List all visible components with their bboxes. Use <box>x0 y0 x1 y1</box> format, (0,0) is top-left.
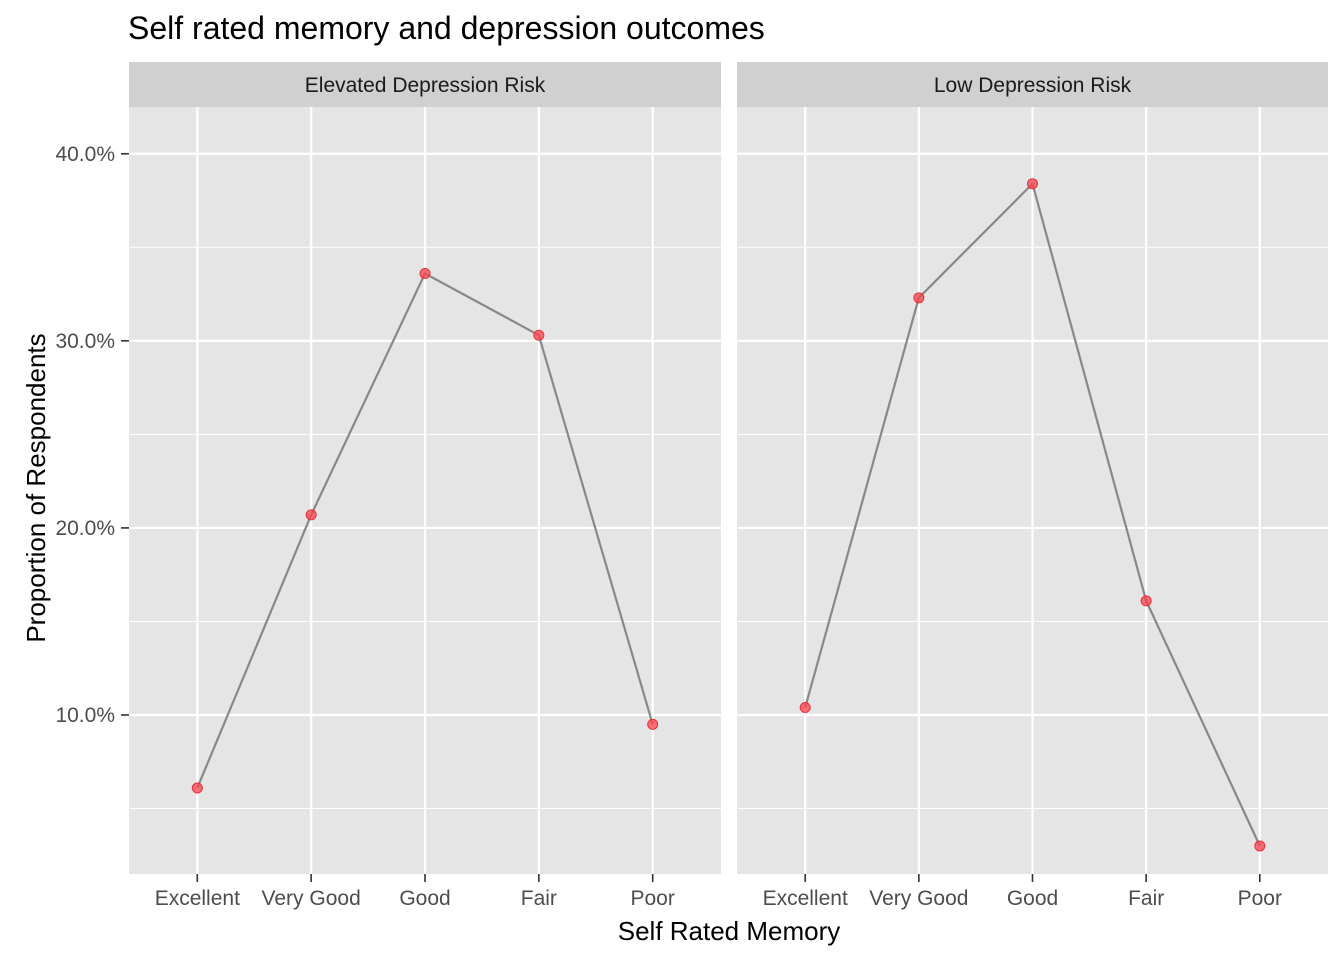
x-axis-title: Self Rated Memory <box>618 916 841 946</box>
facet-strip-label: Elevated Depression Risk <box>305 74 546 97</box>
x-tick-label: Good <box>1007 887 1058 910</box>
y-tick-label: 30.0% <box>55 330 115 353</box>
x-tick-label: Good <box>399 887 450 910</box>
x-tick-label: Poor <box>1238 887 1282 910</box>
data-point <box>1140 595 1152 607</box>
x-tick-label: Excellent <box>763 887 848 910</box>
x-tick-label: Very Good <box>262 887 361 910</box>
y-tick-label: 40.0% <box>55 143 115 166</box>
chart-title: Self rated memory and depression outcome… <box>128 10 765 46</box>
x-tick-label: Excellent <box>155 887 240 910</box>
data-point <box>533 329 545 341</box>
facets: 10.0% 20.0% 30.0% 40.0% Elevated Depression … <box>55 62 1328 910</box>
x-tick-label: Poor <box>631 887 675 910</box>
data-point <box>305 509 317 521</box>
facet-panel: Low Depression Risk Excellent Very Good Goo… <box>737 62 1328 910</box>
facet-strip <box>737 62 1328 107</box>
data-point <box>1027 178 1038 190</box>
y-tick-label: 10.0% <box>55 704 115 727</box>
y-axis-title: Proportion of Respondents <box>21 333 51 642</box>
y-tick-label: 20.0% <box>55 517 115 540</box>
data-point <box>913 292 925 304</box>
facet-panel: Elevated Depression Risk Excellent Very Go… <box>129 62 721 910</box>
data-point <box>799 702 811 714</box>
data-point <box>1254 840 1266 852</box>
x-tick-label: Very Good <box>869 887 968 910</box>
facet-strip-label: Low Depression Risk <box>934 74 1132 97</box>
data-point <box>647 718 659 730</box>
x-tick-label: Fair <box>521 887 557 910</box>
data-point <box>191 782 203 794</box>
x-tick-label: Fair <box>1128 887 1164 910</box>
facet-strip <box>129 62 721 107</box>
data-point <box>419 267 431 279</box>
